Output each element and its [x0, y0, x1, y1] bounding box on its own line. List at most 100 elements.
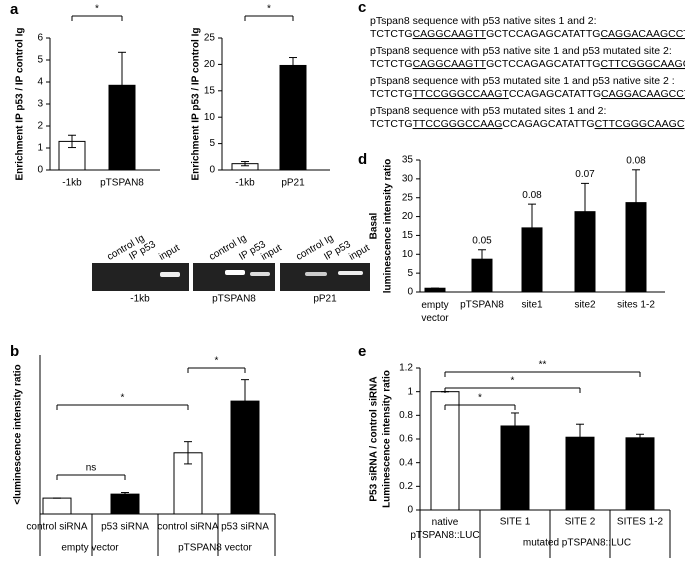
- y-tick-label: 1.2: [399, 363, 413, 374]
- x-tick-label: SITE 1: [500, 517, 531, 528]
- error-bar: [241, 161, 249, 167]
- error-bar: [478, 249, 486, 270]
- error-bar: [289, 57, 297, 74]
- group-label: mutated pTSPAN8::LUC: [523, 538, 631, 549]
- y-tick-label: 6: [37, 33, 43, 44]
- significance-label: *: [95, 4, 99, 15]
- y-tick-label: 4: [37, 77, 43, 88]
- sequence-part: TTCCGGGCCAAGT: [413, 88, 510, 100]
- error-bar: [511, 412, 519, 440]
- y-tick-label: 1: [407, 386, 413, 397]
- sequence-title: pTspan8 sequence with p53 native sites 1…: [370, 15, 597, 27]
- y-axis-label: Luminescence intensity ratio: [382, 370, 393, 508]
- y-tick-label: 10: [402, 249, 414, 260]
- y-axis-label: <luminescence intensity ratio: [13, 364, 24, 504]
- sequence-part: CAGGACAAGCCTGT: [600, 28, 685, 40]
- x-tick-label: p53 siRNA: [101, 522, 149, 533]
- bar: [279, 64, 307, 171]
- bar: [42, 497, 72, 515]
- significance-label: *: [267, 4, 271, 15]
- y-tick-label: 15: [204, 85, 216, 96]
- x-tick-label: native pTSPAN8::LUC: [410, 517, 479, 541]
- bar: [625, 437, 655, 511]
- error-bar: [118, 51, 126, 119]
- error-bar: [68, 134, 76, 149]
- sequence-part: CTTCGGGCAAGC: [595, 118, 685, 130]
- significance-label: *: [478, 393, 482, 404]
- error-bar: [528, 203, 536, 253]
- error-bar: [636, 433, 644, 442]
- error-bar: [241, 379, 249, 424]
- y-tick-label: 5: [37, 55, 43, 66]
- panel-label: a: [10, 1, 19, 18]
- sequence-part: CAGGCAAGTT: [413, 58, 487, 70]
- error-bar: [121, 492, 129, 497]
- x-tick-label: -1kb: [62, 178, 82, 189]
- p-value-label: 0.08: [522, 190, 542, 201]
- x-tick-label: site1: [521, 300, 543, 311]
- sequence: TCTCTGTTCCGGGCCAAGCCAGAGCATATTGCTTCGGGCA…: [370, 118, 685, 130]
- y-tick-label: 20: [402, 211, 414, 222]
- sequence-title: pTspan8 sequence with p53 mutated site 1…: [370, 75, 675, 87]
- p-value-label: 0.08: [626, 155, 646, 166]
- p-value-label: 0.05: [472, 235, 492, 246]
- sequence-part: CCAGAGCATATTG: [502, 118, 594, 130]
- panel-label: c: [358, 0, 366, 16]
- significance-label: *: [511, 376, 515, 387]
- panel-label: d: [358, 151, 367, 168]
- x-tick-label: SITES 1-2: [617, 517, 664, 528]
- y-tick-label: 0: [407, 287, 413, 298]
- significance-label: ns: [86, 463, 97, 474]
- y-tick-label: 5: [407, 268, 413, 279]
- gel-caption: pTSPAN8: [212, 294, 256, 305]
- y-tick-label: 25: [402, 192, 414, 203]
- error-bar: [184, 441, 192, 465]
- group-label: empty vector: [61, 543, 119, 554]
- gel-caption: pP21: [313, 294, 337, 305]
- sequence-part: TTCCGGGCCAAG: [413, 118, 503, 130]
- bar: [430, 391, 460, 511]
- sequence-part: CAGGCAAGTT: [413, 28, 487, 40]
- y-axis-label: P53 siRNA / control siRNA: [369, 376, 380, 501]
- sequence-title: pTspan8 sequence with p53 native site 1 …: [370, 45, 672, 57]
- bar: [500, 425, 530, 511]
- sequence-part: GCTCCAGAGCATATTG: [486, 28, 600, 40]
- panel-label: b: [10, 343, 19, 360]
- x-tick-label: pTSPAN8: [460, 300, 504, 311]
- sequence-part: TCTCTG: [370, 118, 413, 130]
- y-tick-label: 0: [407, 505, 413, 516]
- x-tick-label: empty vector: [421, 300, 449, 324]
- sequence-part: TCTCTG: [370, 88, 413, 100]
- x-tick-label: pP21: [281, 178, 305, 189]
- y-tick-label: 5: [209, 138, 215, 149]
- sequence-part: CCAGAGCATATTG: [509, 88, 601, 100]
- x-tick-label: SITE 2: [565, 517, 596, 528]
- lane-label: input: [347, 242, 371, 262]
- y-tick-label: 0.4: [399, 457, 413, 468]
- y-tick-label: 15: [402, 230, 414, 241]
- y-tick-label: 20: [204, 59, 216, 70]
- x-tick-label: control siRNA: [26, 522, 87, 533]
- x-tick-label: pTSPAN8: [100, 178, 144, 189]
- x-tick-label: sites 1-2: [617, 300, 655, 311]
- sequence-part: CAGGACAAGCCTGT: [601, 88, 685, 100]
- significance-label: *: [121, 393, 125, 404]
- y-tick-label: 0: [37, 165, 43, 176]
- sequence-part: TCTCTG: [370, 28, 413, 40]
- y-tick-label: 25: [204, 33, 216, 44]
- y-tick-label: 35: [402, 155, 414, 166]
- x-tick-label: -1kb: [235, 178, 255, 189]
- lane-label: input: [157, 242, 181, 262]
- error-bar: [581, 182, 589, 241]
- error-bar: [576, 423, 584, 451]
- sequence-title: pTspan8 sequence with p53 mutated sites …: [370, 105, 606, 117]
- y-tick-label: 0.8: [399, 410, 413, 421]
- sequence-part: TCTCTG: [370, 58, 413, 70]
- y-axis-label: Enrichment IP p53 / IP control Ig: [15, 28, 26, 181]
- sequence-part: GCTCCAGAGCATATTG: [486, 58, 600, 70]
- sequence: TCTCTGCAGGCAAGTTGCTCCAGAGCATATTGCTTCGGGC…: [370, 58, 685, 70]
- y-axis-label: Enrichment IP p53 / IP control Ig: [191, 28, 202, 181]
- bar: [424, 287, 446, 293]
- y-tick-label: 30: [402, 173, 414, 184]
